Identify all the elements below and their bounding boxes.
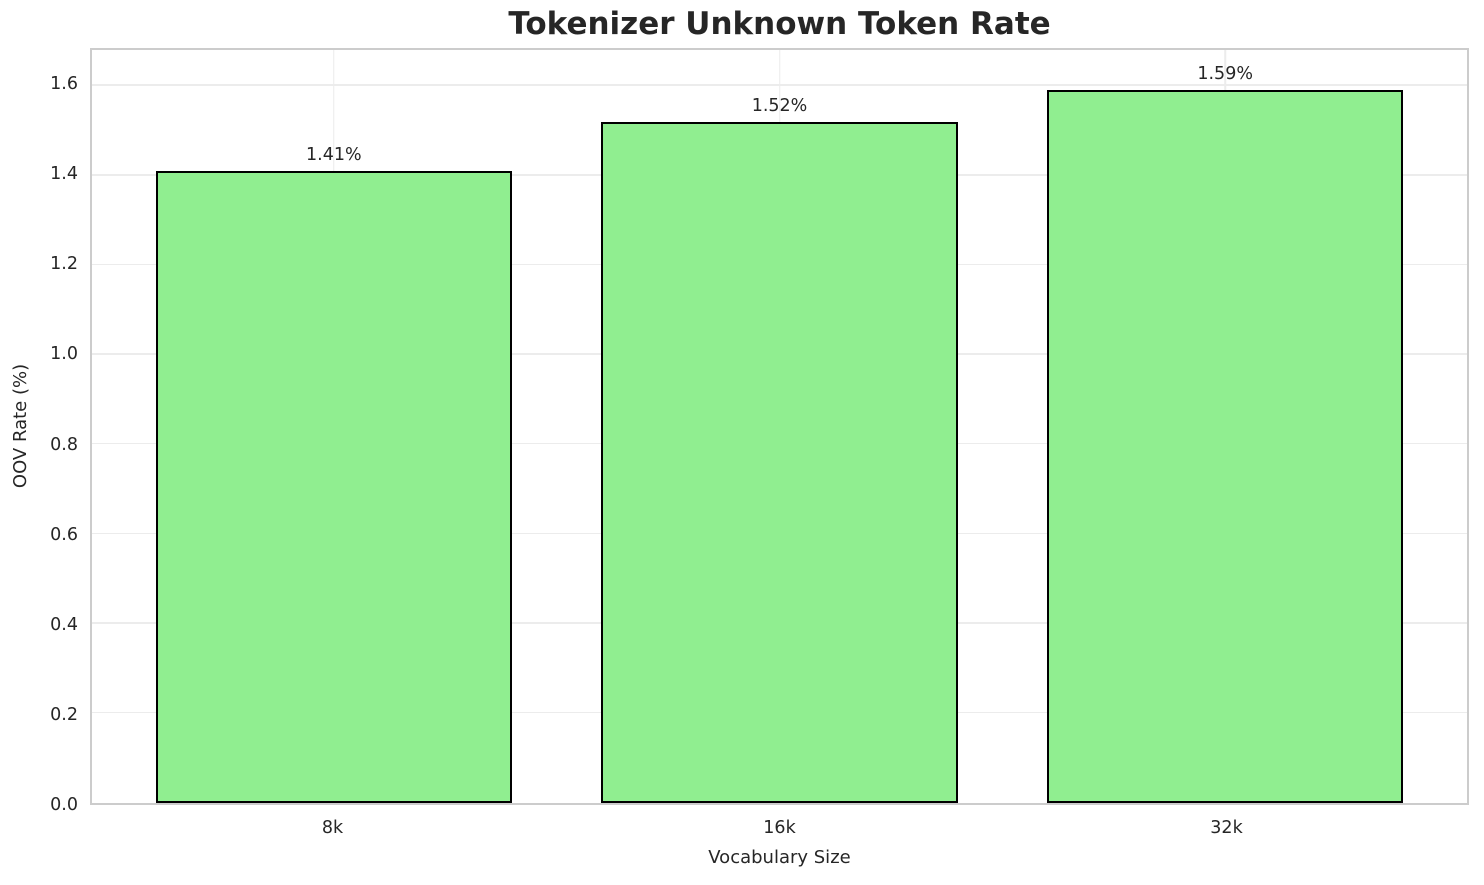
ytick-label-0.0: 0.0: [50, 795, 78, 815]
bar-value-label-32k: 1.59%: [1197, 64, 1253, 85]
xtick-label-8k: 8k: [321, 818, 344, 838]
ytick-label-0.2: 0.2: [50, 704, 78, 725]
bar-slot-16k: 1.52%: [557, 50, 1003, 803]
ytick-label-1.0: 1.0: [50, 344, 78, 365]
ytick-label-1.6: 1.6: [50, 74, 78, 95]
ytick-label-1.4: 1.4: [50, 164, 78, 185]
xtick-label-16k: 16k: [763, 818, 796, 838]
ytick-label-0.4: 0.4: [50, 614, 78, 635]
bar-value-label-8k: 1.41%: [306, 145, 362, 166]
bar-slot-32k: 1.59%: [1002, 50, 1448, 803]
chart-title: Tokenizer Unknown Token Rate: [508, 6, 1051, 42]
ytick-label-1.2: 1.2: [50, 254, 78, 275]
bar-8k: [155, 171, 513, 803]
bars-container: 1.41% 1.52% 1.59%: [111, 50, 1448, 803]
bar-16k: [601, 121, 958, 803]
x-axis-label: Vocabulary Size: [708, 847, 851, 868]
ytick-label-0.8: 0.8: [50, 434, 78, 455]
ytick-label-0.6: 0.6: [50, 524, 78, 545]
plot-area: 1.41% 1.52% 1.59%: [90, 48, 1469, 805]
y-axis-label: OOV Rate (%): [10, 363, 31, 489]
bar-32k: [1046, 90, 1404, 803]
bar-value-label-16k: 1.52%: [751, 95, 808, 116]
xtick-label-32k: 32k: [1210, 818, 1243, 838]
bar-slot-8k: 1.41%: [111, 50, 557, 803]
